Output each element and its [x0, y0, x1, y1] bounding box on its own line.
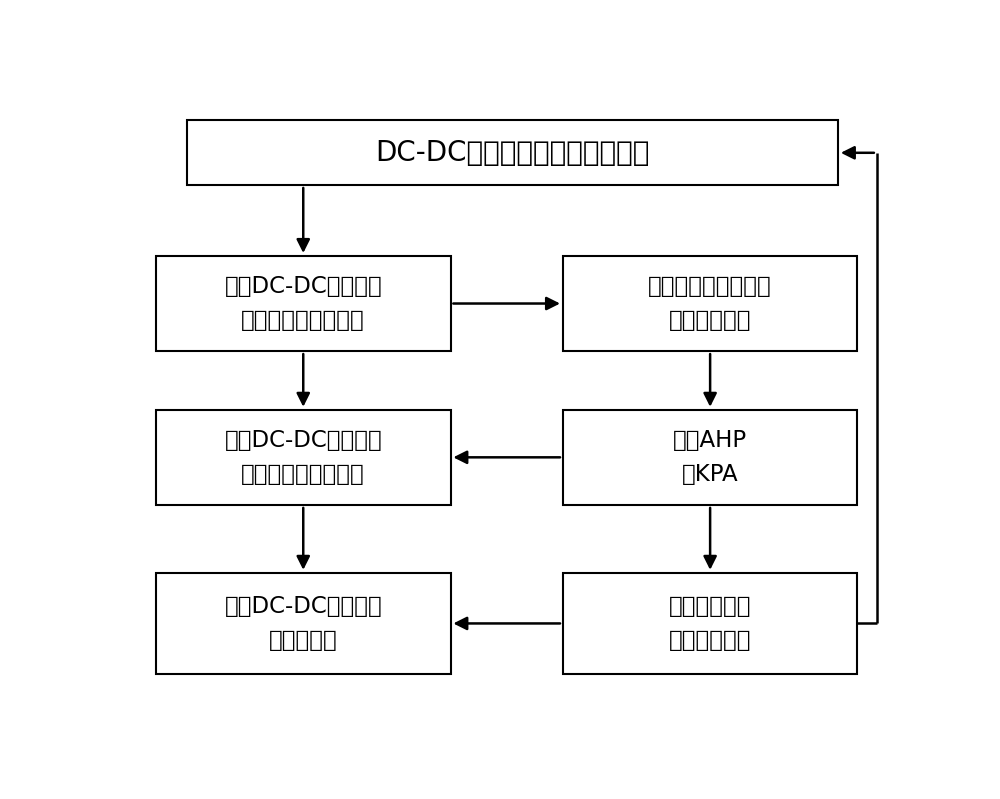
FancyBboxPatch shape — [187, 121, 838, 185]
FancyBboxPatch shape — [156, 256, 450, 352]
FancyBboxPatch shape — [563, 410, 857, 505]
Text: 计算DC-DC电源模块
技术成熟度: 计算DC-DC电源模块 技术成熟度 — [224, 595, 382, 652]
FancyBboxPatch shape — [563, 573, 857, 674]
FancyBboxPatch shape — [156, 410, 450, 505]
Text: 运用AHP
和KPA: 运用AHP 和KPA — [673, 429, 747, 486]
FancyBboxPatch shape — [156, 573, 450, 674]
FancyBboxPatch shape — [563, 256, 857, 352]
Text: 构建DC-DC电源模块
技术成熟度体系框架: 构建DC-DC电源模块 技术成熟度体系框架 — [224, 275, 382, 332]
Text: 建立DC-DC电源模块
技术成熟度评价模型: 建立DC-DC电源模块 技术成熟度评价模型 — [224, 429, 382, 486]
Text: 确定要素清单，提炼
关键技术要素: 确定要素清单，提炼 关键技术要素 — [648, 275, 772, 332]
Text: DC-DC电源模块技术成熟度评价: DC-DC电源模块技术成熟度评价 — [375, 139, 650, 167]
Text: 关键技术要素
的成熟度量值: 关键技术要素 的成熟度量值 — [669, 595, 751, 652]
